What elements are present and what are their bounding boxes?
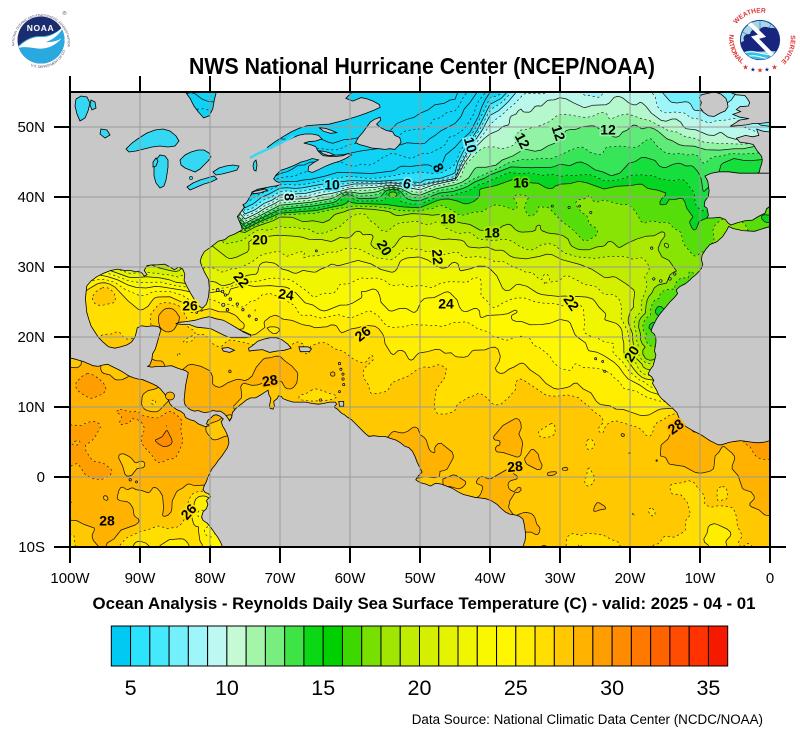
svg-text:50N: 50N (17, 119, 45, 136)
svg-text:60W: 60W (335, 570, 367, 587)
svg-text:28: 28 (261, 371, 279, 389)
svg-text:20W: 20W (615, 570, 647, 587)
svg-text:10S: 10S (18, 539, 45, 556)
svg-text:100W: 100W (50, 570, 90, 587)
svg-text:22: 22 (429, 248, 446, 265)
svg-text:10: 10 (324, 176, 340, 192)
svg-text:30W: 30W (545, 570, 577, 587)
svg-text:40N: 40N (17, 189, 45, 206)
svg-text:15: 15 (311, 676, 335, 700)
svg-text:80W: 80W (195, 570, 227, 587)
svg-text:50W: 50W (405, 570, 437, 587)
svg-text:5: 5 (125, 676, 137, 700)
svg-text:0: 0 (766, 570, 774, 587)
svg-text:20: 20 (252, 231, 268, 247)
svg-text:NOAA: NOAA (27, 23, 54, 33)
svg-text:®: ® (63, 10, 67, 17)
svg-text:★: ★ (750, 67, 755, 74)
svg-text:18: 18 (484, 224, 500, 240)
svg-text:28: 28 (506, 458, 523, 476)
svg-text:30: 30 (600, 676, 624, 700)
svg-text:12: 12 (549, 123, 569, 143)
svg-text:12: 12 (600, 121, 616, 137)
svg-text:★: ★ (771, 64, 777, 72)
svg-text:0: 0 (37, 469, 45, 486)
svg-text:30N: 30N (17, 259, 45, 276)
svg-text:70W: 70W (265, 570, 297, 587)
svg-text:24: 24 (438, 295, 454, 311)
svg-text:90W: 90W (125, 570, 157, 587)
svg-text:35: 35 (696, 676, 720, 700)
svg-text:20N: 20N (17, 329, 45, 346)
svg-text:28: 28 (99, 512, 115, 528)
svg-text:10W: 10W (685, 570, 717, 587)
svg-text:Data Source: National Climatic: Data Source: National Climatic Data Cent… (412, 712, 763, 727)
svg-text:18: 18 (440, 210, 456, 226)
svg-text:10: 10 (461, 135, 481, 154)
svg-text:Ocean Analysis - Reynolds Dail: Ocean Analysis - Reynolds Daily Sea Surf… (93, 595, 756, 613)
svg-text:24: 24 (277, 285, 295, 303)
svg-text:40W: 40W (475, 570, 507, 587)
svg-text:★: ★ (764, 67, 769, 74)
svg-text:26: 26 (182, 297, 198, 313)
svg-text:8: 8 (282, 193, 298, 201)
svg-text:20: 20 (408, 676, 432, 700)
svg-text:16: 16 (513, 174, 529, 190)
svg-text:10N: 10N (17, 399, 45, 416)
svg-text:10: 10 (215, 676, 239, 700)
svg-text:★: ★ (742, 64, 748, 72)
svg-text:★: ★ (757, 67, 763, 75)
svg-text:25: 25 (504, 676, 528, 700)
svg-text:NWS National Hurricane Center: NWS National Hurricane Center (NCEP/NOAA… (189, 53, 655, 79)
